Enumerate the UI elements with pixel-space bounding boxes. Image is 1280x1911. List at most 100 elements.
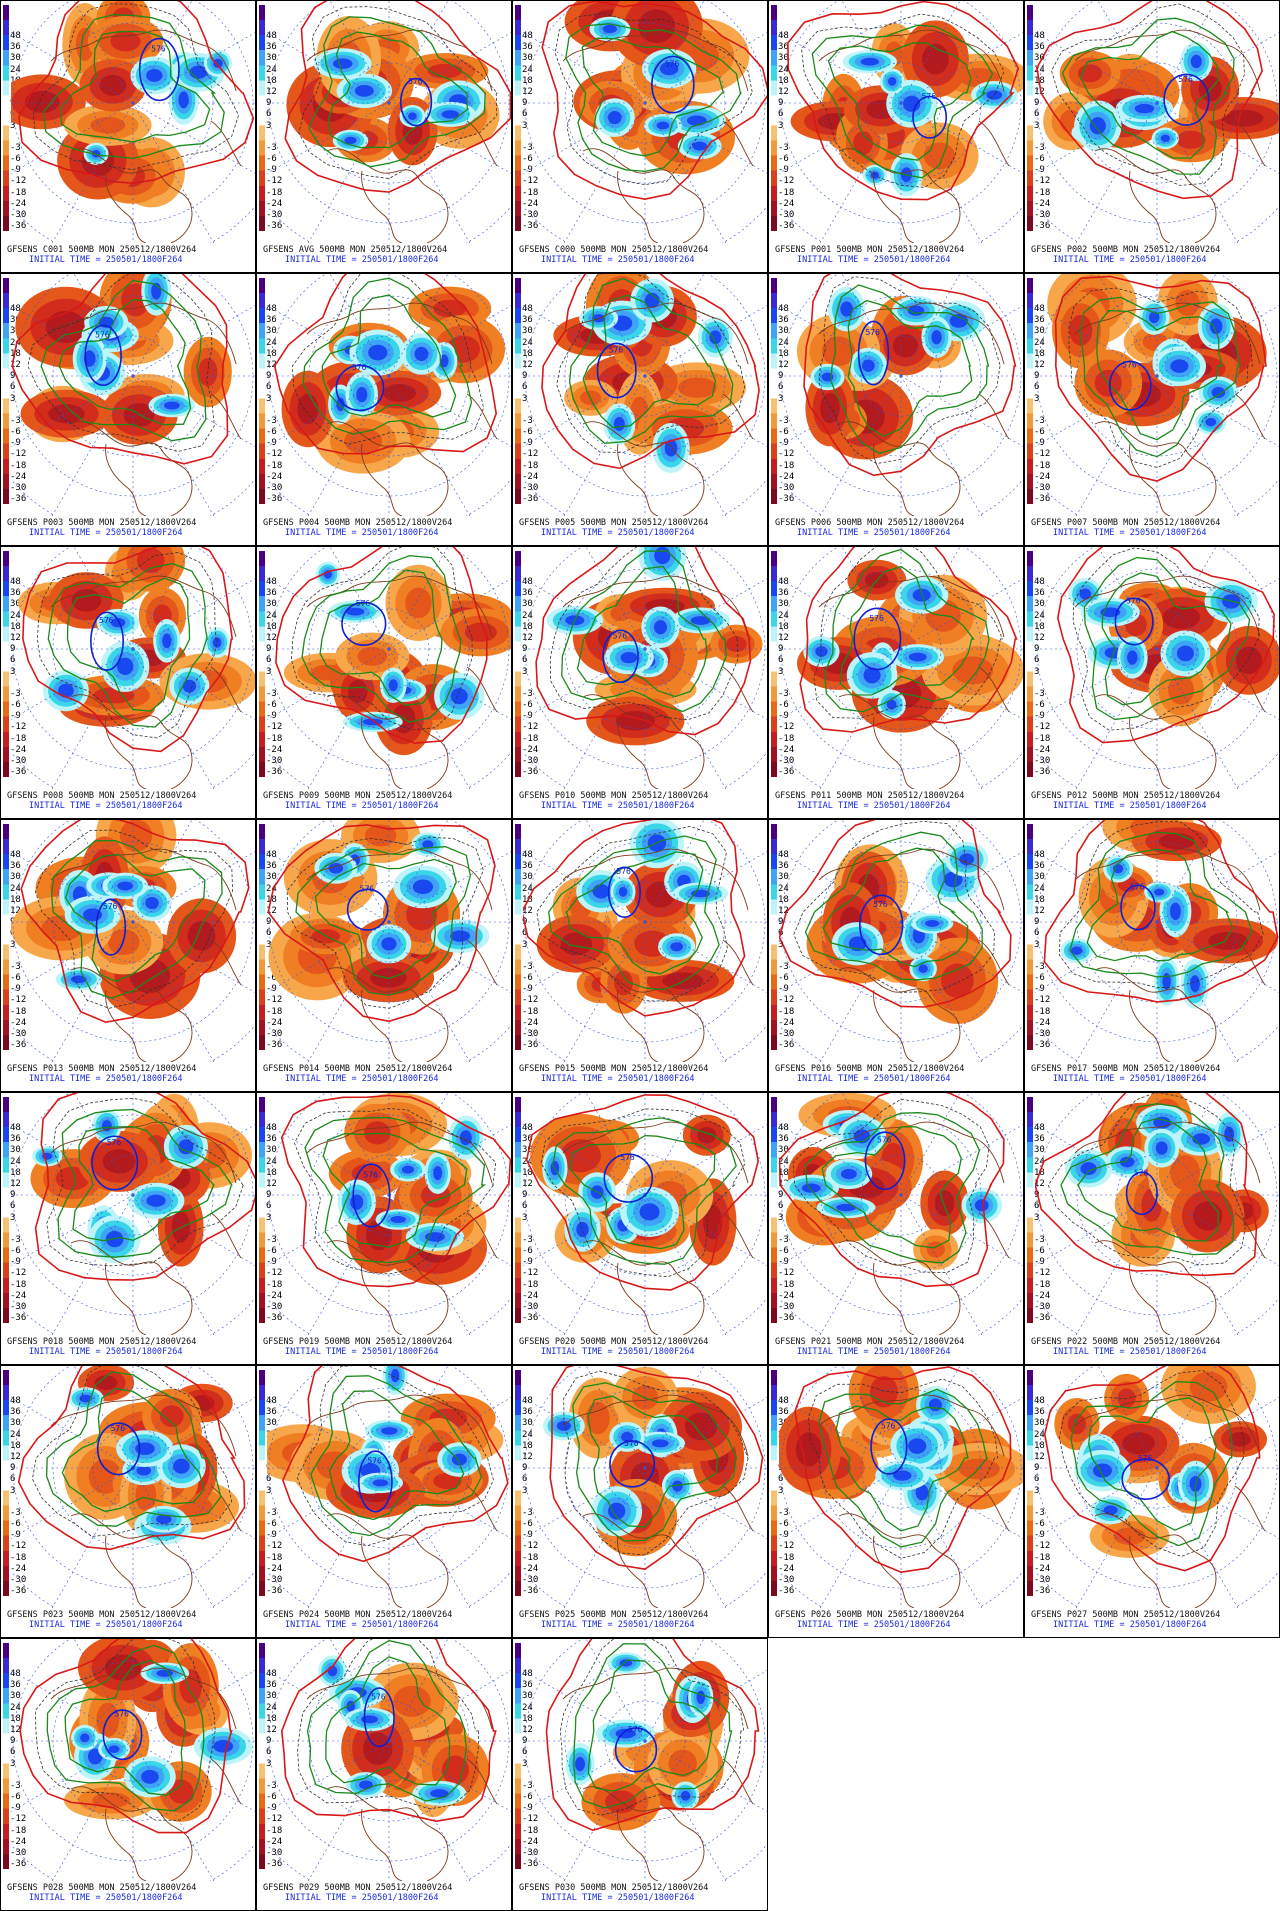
colorbar-label: 6	[522, 1474, 528, 1485]
colorbar-label: -36	[10, 221, 27, 232]
colorbar-label: -12	[522, 722, 539, 733]
polar-stereographic-map: 576	[11, 1093, 255, 1335]
colorbar-label: 6	[522, 928, 528, 939]
colorbar-label: 30	[522, 1145, 533, 1156]
colorbar-label: -18	[522, 1825, 539, 1836]
colorbar-label: 24	[778, 883, 789, 894]
colorbar-label: 6	[1034, 928, 1040, 939]
colorbar-label: -36	[778, 767, 795, 778]
negative-anomaly	[108, 1745, 120, 1754]
ensemble-panel-p014: 483630241812963-3-6-9-12-18-24-30-36576G…	[256, 819, 512, 1092]
height-contour	[282, 1366, 509, 1563]
negative-anomaly	[372, 1479, 389, 1487]
colorbar-label: 48	[778, 304, 789, 314]
coastlines	[1074, 575, 1266, 789]
negative-anomaly	[912, 588, 931, 602]
colorbar-label: -24	[522, 1290, 539, 1301]
positive-anomaly	[869, 1376, 898, 1408]
coastlines	[50, 1121, 242, 1335]
colorbar-label: 30	[522, 326, 533, 337]
colorbar-label: 12	[522, 1451, 533, 1462]
negative-anomaly	[439, 354, 449, 368]
colorbar-label: 6	[10, 1747, 16, 1758]
height-contour	[1058, 820, 1264, 989]
panel-title: GFSENS P015 500MB MON 250512/1800V264	[519, 1064, 709, 1074]
negative-anomaly	[1127, 650, 1138, 665]
panel-title: GFSENS P026 500MB MON 250512/1800V264	[775, 1610, 965, 1620]
colorbar-label: 6	[778, 109, 784, 120]
panel-title: GFSENS P020 500MB MON 250512/1800V264	[519, 1337, 709, 1347]
panel-title: GFSENS P016 500MB MON 250512/1800V264	[775, 1064, 965, 1074]
height-contour	[47, 562, 208, 728]
colorbar-label: -24	[522, 1017, 539, 1028]
initial-time: INITIAL TIME = 250501/1800F264	[285, 1620, 439, 1630]
colorbar-label: -24	[1034, 471, 1051, 482]
contour-label: 576	[408, 77, 423, 86]
height-contour	[587, 1395, 720, 1528]
negative-anomaly	[840, 301, 854, 317]
colorbar-label: 3	[266, 120, 272, 131]
positive-anomaly	[1122, 1432, 1155, 1455]
lat-lon-grid	[11, 1, 255, 243]
contour-label: 576	[609, 345, 624, 354]
positive-anomaly	[668, 1749, 697, 1778]
colorbar-label: 48	[10, 31, 21, 41]
colorbar-label: 30	[10, 53, 21, 64]
height-anomaly-shading	[806, 841, 999, 1024]
colorbar-label: -9	[1034, 711, 1045, 722]
height-contour	[1047, 1093, 1247, 1266]
colorbar-label: 6	[266, 109, 272, 120]
positive-anomaly	[45, 310, 86, 344]
colorbar-label: -36	[522, 1859, 539, 1870]
ensemble-panel-p025: 48 36 30 24 18 12 9 6 3 -3 -6 -9 -12 -18 -24 -30 -36 576 G…	[512, 1365, 768, 1638]
negative-anomaly	[1079, 588, 1092, 600]
height-contour	[549, 1366, 764, 1570]
colorbar-label: 24	[522, 883, 533, 894]
colorbar-label: -36	[522, 1586, 539, 1597]
height-contour	[34, 1639, 216, 1821]
colorbar-label: -24	[10, 1290, 27, 1301]
colorbar-label: 3	[1034, 120, 1040, 131]
lat-lon-grid	[1035, 1, 1279, 243]
positive-anomaly	[1189, 1371, 1228, 1402]
colorbar-label: -3	[522, 1780, 533, 1791]
colorbar-label: -24	[266, 744, 283, 755]
contour-label: 576	[107, 1138, 122, 1147]
lat-lon-grid	[523, 1366, 767, 1608]
negative-anomaly	[332, 58, 353, 69]
colorbar-label: -6	[778, 973, 789, 984]
negative-anomaly	[1155, 1141, 1168, 1155]
low-center-contour	[363, 1687, 395, 1748]
panel-title: GFSENS P024 500MB MON 250512/1800V264	[263, 1610, 453, 1620]
polar-stereographic-map: 576	[267, 274, 511, 516]
colorbar-label: 3	[1034, 666, 1040, 677]
colorbar-label: 3	[266, 1758, 272, 1769]
colorbar-label: 48	[1034, 1396, 1045, 1406]
panel-caption: GFSENS C000 500MB MON 250512/1800V264 INI…	[519, 245, 708, 265]
contour-label: 576	[873, 900, 888, 909]
coastlines	[1074, 848, 1266, 1062]
negative-anomaly	[156, 1514, 172, 1524]
colorbar-label: 6	[10, 655, 16, 666]
negative-anomaly	[886, 699, 897, 710]
initial-time: INITIAL TIME = 250501/1800F264	[1053, 1074, 1207, 1084]
colorbar-label: 36	[266, 861, 277, 872]
colorbar-label: -12	[266, 995, 283, 1006]
panel-caption: GFSENS P013 500MB MON 250512/1800V264 INI…	[7, 1064, 196, 1084]
height-contour	[310, 1375, 482, 1537]
colorbar-label: 6	[522, 655, 528, 666]
panel-caption: GFSENS P022 500MB MON 250512/1800V264 INI…	[1031, 1337, 1220, 1357]
colorbar-label: 18	[778, 348, 789, 359]
low-center-contour	[1125, 1171, 1158, 1216]
colorbar-label: -30	[10, 483, 27, 493]
panel-caption: GFSENS P014 500MB MON 250512/1800V264 INI…	[263, 1064, 452, 1084]
height-contours	[273, 274, 498, 455]
colorbar-label: -36	[522, 1040, 539, 1051]
coastlines	[306, 1667, 498, 1881]
panel-caption: GFSENS P001 500MB MON 250512/1800V264 INI…	[775, 245, 964, 265]
height-contours	[284, 1, 511, 193]
height-anomaly-shading	[542, 1366, 745, 1557]
negative-anomaly	[1160, 134, 1170, 142]
